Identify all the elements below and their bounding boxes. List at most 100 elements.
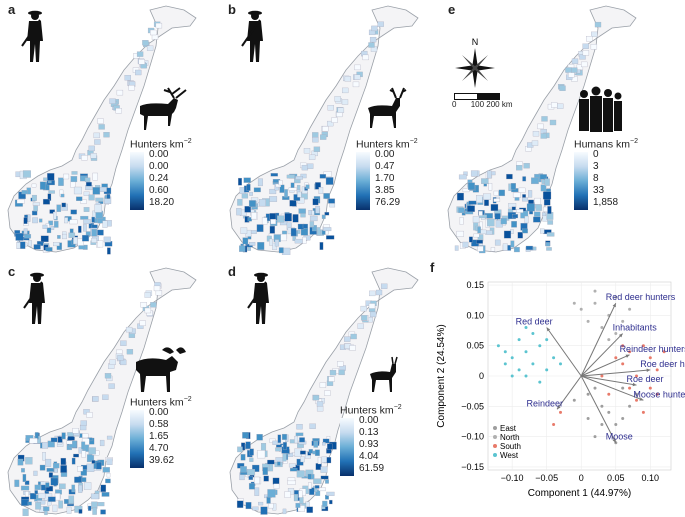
y-axis-label: Component 2 (24.54%): [436, 324, 447, 427]
municipality: [50, 477, 59, 486]
municipality: [579, 54, 586, 60]
data-point: [621, 344, 625, 348]
municipality: [467, 205, 475, 212]
municipality: [238, 177, 242, 186]
municipality: [341, 99, 349, 105]
municipality: [95, 461, 102, 470]
legend-tick: 0.24: [149, 173, 169, 184]
municipality: [135, 69, 142, 76]
municipality: [57, 436, 63, 443]
municipality: [243, 177, 251, 183]
legend: Hunters km−2 0.00 0.58 1.65 4.70 39.62: [130, 396, 210, 468]
municipality: [324, 212, 330, 216]
municipality: [40, 235, 49, 243]
municipality: [59, 483, 66, 490]
municipality: [284, 189, 288, 198]
data-point: [614, 423, 618, 426]
municipality: [319, 242, 324, 250]
municipality: [73, 236, 78, 245]
arrow-head: [618, 333, 623, 338]
municipality: [506, 173, 513, 180]
municipality: [531, 177, 539, 185]
hunter-icon: [247, 272, 269, 324]
municipality: [277, 215, 285, 223]
municipality: [559, 85, 566, 91]
municipality: [314, 449, 320, 456]
data-point: [635, 398, 638, 402]
legend-tick: 1.65: [149, 431, 169, 442]
municipality: [94, 139, 101, 145]
data-point: [503, 362, 507, 366]
municipality: [128, 85, 135, 91]
municipality: [272, 440, 281, 445]
municipality: [320, 134, 327, 140]
data-point: [621, 319, 625, 323]
data-point: [559, 410, 562, 414]
municipality: [526, 203, 535, 212]
municipality: [357, 323, 364, 329]
municipality: [328, 376, 335, 382]
municipality: [500, 218, 507, 225]
municipality: [458, 207, 465, 214]
scale-label: 100: [470, 100, 485, 109]
municipality: [342, 87, 349, 94]
municipality: [551, 102, 558, 108]
municipality: [106, 458, 113, 465]
municipality: [354, 74, 361, 80]
municipality: [251, 212, 257, 220]
municipality: [103, 132, 110, 138]
data-point: [621, 417, 625, 420]
municipality: [63, 173, 70, 180]
panel-label: c: [8, 264, 16, 279]
municipality: [303, 148, 311, 154]
municipality: [80, 420, 87, 426]
municipality: [252, 506, 259, 511]
municipality: [273, 483, 280, 489]
municipality: [242, 432, 249, 439]
municipality: [322, 500, 328, 507]
municipality: [52, 504, 58, 512]
municipality: [57, 235, 61, 239]
data-point: [538, 380, 542, 384]
municipality: [58, 177, 64, 186]
data-point: [635, 392, 638, 396]
municipality: [535, 204, 542, 211]
municipality: [58, 500, 63, 509]
municipality: [299, 437, 305, 443]
municipality: [31, 183, 37, 188]
municipality: [513, 246, 520, 253]
municipality: [533, 216, 541, 223]
municipality: [68, 440, 77, 448]
loading-label: Roe deer hunters: [640, 359, 685, 369]
municipality: [307, 163, 314, 169]
municipality: [29, 438, 38, 444]
data-point: [600, 374, 604, 378]
norway-map: [229, 267, 419, 515]
legend-tick: 0.58: [149, 419, 169, 430]
municipality: [493, 198, 501, 202]
red-deer-icon: [368, 87, 407, 128]
municipality: [77, 466, 84, 472]
municipality: [532, 131, 540, 137]
municipality: [301, 164, 309, 171]
municipality: [22, 508, 29, 516]
municipality: [294, 238, 303, 244]
municipality: [537, 123, 544, 130]
municipality: [140, 302, 147, 308]
municipality: [115, 108, 122, 114]
municipality: [93, 132, 100, 139]
municipality: [294, 435, 299, 444]
municipality: [547, 220, 554, 225]
municipality: [542, 212, 547, 217]
municipality: [369, 36, 377, 43]
municipality: [368, 42, 375, 48]
municipality: [266, 496, 271, 504]
municipality: [477, 245, 484, 252]
country-outline: [7, 267, 197, 515]
legend-tick: 18.20: [149, 197, 175, 208]
data-point: [607, 410, 611, 414]
municipality: [502, 243, 508, 251]
municipality: [270, 219, 276, 225]
municipality: [490, 204, 499, 211]
loading-arrow: [580, 303, 617, 377]
